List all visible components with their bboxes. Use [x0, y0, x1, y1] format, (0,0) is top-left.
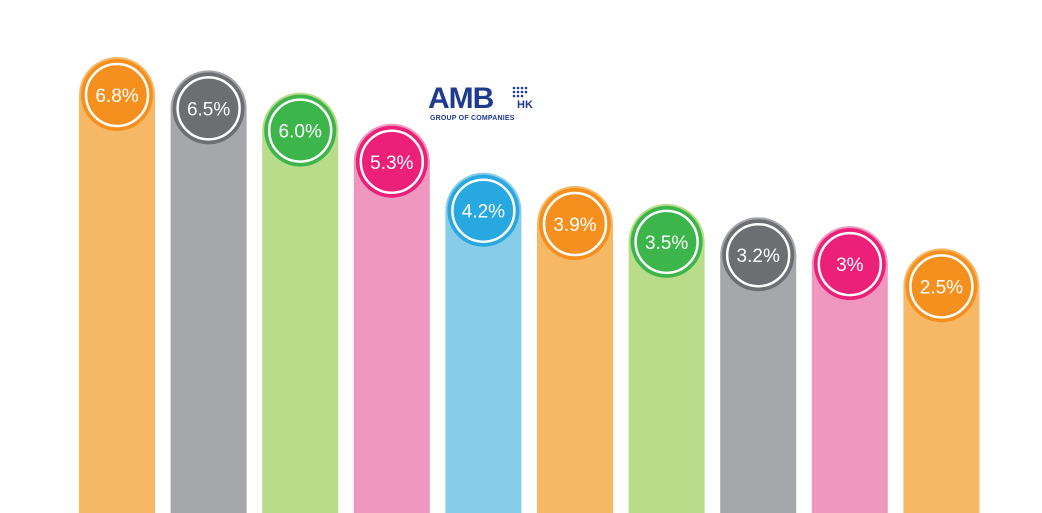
value-badge-ring-10 — [909, 254, 974, 319]
logo-region: HK — [517, 99, 533, 111]
value-label-4: 5.3% — [370, 153, 413, 174]
value-badge-8 — [722, 219, 795, 292]
value-badge-1 — [81, 59, 153, 131]
value-badge-ring-3 — [267, 98, 333, 163]
bar-3 — [262, 130, 339, 513]
value-label-6: 3.9% — [553, 215, 596, 236]
value-badge-ring-6 — [542, 191, 608, 257]
value-label-10: 2.5% — [920, 277, 963, 298]
value-badge-2 — [172, 72, 245, 145]
bar-8 — [720, 255, 797, 513]
bar-4 — [353, 161, 430, 513]
logo-tagline: GROUP OF COMPANIES — [430, 115, 515, 122]
value-label-3: 6.0% — [279, 122, 322, 143]
value-badge-ring-2 — [176, 76, 241, 141]
value-badge-ring-1 — [84, 62, 150, 128]
value-badge-ring-5 — [451, 178, 516, 243]
value-label-8: 3.2% — [737, 246, 780, 267]
bar-5 — [445, 210, 522, 513]
value-badge-ring-9 — [817, 231, 883, 297]
company-logo: AMB HK GROUP OF COMPANIES — [424, 84, 536, 124]
bar-7 — [628, 241, 705, 513]
value-label-9: 3% — [836, 255, 864, 276]
value-badge-9 — [813, 228, 886, 301]
value-label-7: 3.5% — [645, 233, 688, 254]
logo-wordmark: AMB — [428, 82, 494, 115]
bar-1 — [79, 95, 155, 513]
value-badge-10 — [905, 250, 978, 323]
value-badge-ring-8 — [725, 222, 791, 288]
bar-9 — [811, 264, 888, 513]
value-label-2: 6.5% — [187, 99, 230, 120]
value-label-5: 4.2% — [462, 202, 505, 223]
value-badge-ring-7 — [634, 209, 699, 275]
bar-2 — [170, 108, 247, 513]
value-badge-4 — [355, 125, 428, 198]
value-badge-3 — [264, 94, 337, 167]
value-badge-ring-4 — [359, 129, 425, 194]
bar-6 — [537, 224, 613, 513]
value-badge-7 — [630, 205, 703, 278]
value-badge-5 — [447, 174, 520, 247]
logo-dot-grid-icon — [512, 86, 528, 98]
value-label-1: 6.8% — [95, 86, 138, 107]
value-badge-6 — [539, 188, 611, 261]
